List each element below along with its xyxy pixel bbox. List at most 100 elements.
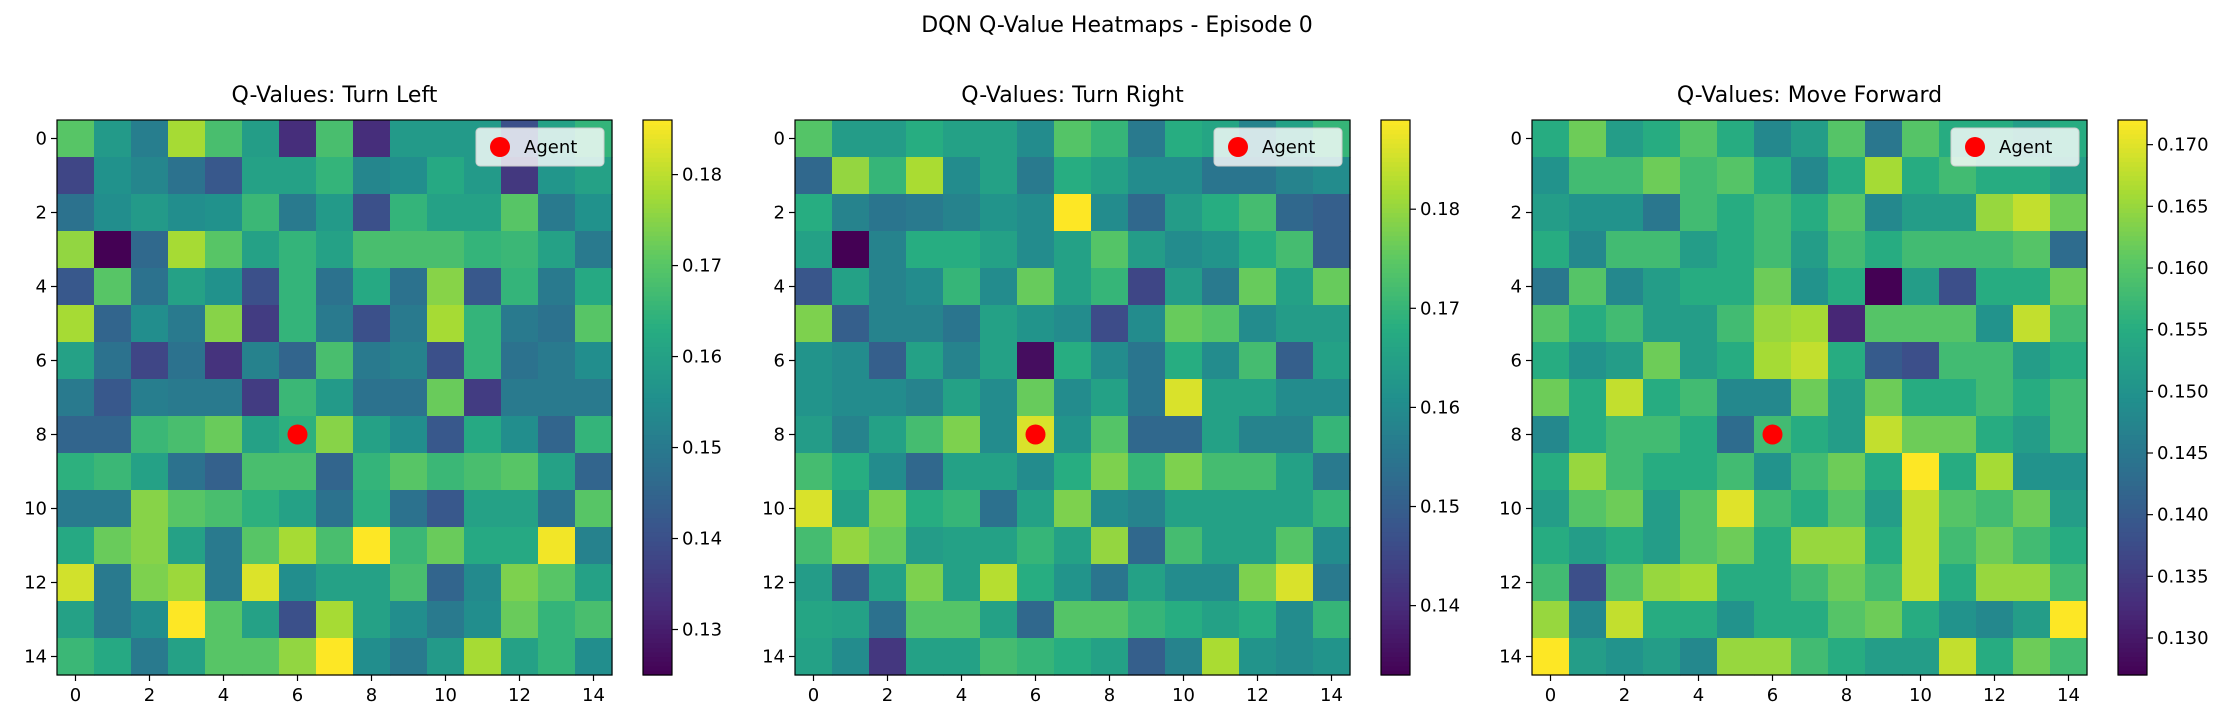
x-tick-label: 14 bbox=[1320, 685, 1343, 706]
heatmap-cell bbox=[1939, 601, 1977, 639]
colorbar-segment bbox=[643, 610, 672, 616]
heatmap-cell bbox=[906, 564, 944, 602]
y-tick-label: 10 bbox=[762, 499, 785, 520]
heatmap-cell bbox=[1532, 564, 1570, 602]
colorbar-segment bbox=[643, 147, 672, 153]
colorbar-segment bbox=[2118, 129, 2147, 135]
heatmap-cell bbox=[1680, 601, 1718, 639]
heatmap-cell bbox=[1239, 342, 1277, 380]
heatmap-cell bbox=[943, 379, 981, 417]
heatmap-cell bbox=[57, 231, 95, 269]
heatmap-cell bbox=[1902, 342, 1940, 380]
heatmap-cell bbox=[1791, 157, 1829, 195]
heatmap-cell bbox=[1717, 527, 1755, 565]
heatmap-cell bbox=[1902, 564, 1940, 602]
heatmap-cell bbox=[205, 601, 243, 639]
heatmap-cell bbox=[427, 268, 465, 306]
y-tick-label: 4 bbox=[774, 277, 785, 298]
colorbar-segment bbox=[643, 351, 672, 357]
heatmap-cell bbox=[1276, 564, 1314, 602]
colorbar-segment bbox=[2118, 480, 2147, 486]
colorbar-segment bbox=[1381, 369, 1410, 375]
heatmap-cell bbox=[1643, 157, 1681, 195]
colorbar-segment bbox=[2118, 462, 2147, 468]
colorbar-segment bbox=[643, 263, 672, 269]
colorbar-segment bbox=[2118, 466, 2147, 473]
colorbar-segment bbox=[1381, 323, 1410, 329]
heatmap-cell bbox=[1939, 379, 1977, 417]
heatmap-cell bbox=[538, 638, 576, 676]
heatmap-cell bbox=[1791, 564, 1829, 602]
heatmap-cell bbox=[57, 601, 95, 639]
heatmap-cell bbox=[1680, 120, 1718, 158]
heatmap-cell bbox=[57, 638, 95, 676]
heatmap-cell bbox=[316, 194, 354, 232]
colorbar-segment bbox=[2118, 647, 2147, 653]
heatmap-cell bbox=[279, 527, 317, 565]
heatmap-cell bbox=[57, 416, 95, 454]
heatmap-cell bbox=[943, 490, 981, 528]
heatmap-cell bbox=[1054, 342, 1092, 380]
heatmap-cell bbox=[1313, 638, 1351, 676]
heatmap-cell bbox=[795, 305, 833, 343]
colorbar-segment bbox=[1381, 254, 1410, 260]
colorbar-segment bbox=[1381, 628, 1410, 634]
heatmap-cell bbox=[279, 453, 317, 491]
colorbar-segment bbox=[1381, 651, 1410, 658]
heatmap-cell bbox=[869, 453, 907, 491]
y-tick-label: 2 bbox=[36, 203, 47, 224]
heatmap-cell bbox=[501, 601, 539, 639]
heatmap-cell bbox=[869, 638, 907, 676]
heatmap-cell bbox=[795, 194, 833, 232]
colorbar: 0.13 0.14 0.15 0.16 0.17 0.18 bbox=[642, 119, 722, 676]
heatmap-cell bbox=[1680, 231, 1718, 269]
heatmap-cell bbox=[538, 416, 576, 454]
figure-title: DQN Q-Value Heatmaps - Episode 0 bbox=[921, 13, 1313, 38]
heatmap-cell bbox=[1680, 416, 1718, 454]
heatmap-cell bbox=[1569, 490, 1607, 528]
colorbar-segment bbox=[2118, 568, 2147, 574]
heatmap-cell bbox=[2050, 453, 2088, 491]
heatmap-cell bbox=[168, 231, 206, 269]
colorbar-segment bbox=[1381, 517, 1410, 523]
colorbar-segment bbox=[643, 221, 672, 227]
heatmap-cell bbox=[168, 305, 206, 343]
colorbar-tick-label: 0.165 bbox=[2157, 196, 2209, 217]
legend-box bbox=[475, 127, 605, 167]
colorbar-segment bbox=[643, 591, 672, 597]
heatmap-cell bbox=[1313, 601, 1351, 639]
colorbar-segment bbox=[643, 337, 672, 343]
colorbar-segment bbox=[2118, 420, 2147, 426]
heatmap-cell bbox=[1791, 120, 1829, 158]
heatmap-cell bbox=[1202, 490, 1240, 528]
heatmap-cell bbox=[242, 194, 280, 232]
colorbar-segment bbox=[2118, 388, 2147, 394]
colorbar-segment bbox=[2118, 180, 2147, 186]
heatmap-cell bbox=[131, 342, 169, 380]
colorbar-segment bbox=[1381, 392, 1410, 399]
heatmap-cell bbox=[980, 601, 1018, 639]
colorbar-segment bbox=[643, 402, 672, 408]
heatmap-cell bbox=[1754, 527, 1792, 565]
heatmap-cell bbox=[1717, 268, 1755, 306]
heatmap-cell bbox=[2013, 416, 2051, 454]
heatmap-cell bbox=[1902, 231, 1940, 269]
colorbar-segment bbox=[643, 406, 672, 412]
heatmap-cell bbox=[832, 268, 870, 306]
y-tick-label: 8 bbox=[1511, 425, 1522, 446]
heatmap-cell bbox=[1717, 120, 1755, 158]
heatmap-cell bbox=[1976, 490, 2014, 528]
legend-label: Agent bbox=[524, 137, 577, 158]
colorbar-segment bbox=[2118, 314, 2147, 320]
heatmap-cell bbox=[279, 268, 317, 306]
heatmap-cell bbox=[464, 527, 502, 565]
colorbar-segment bbox=[643, 531, 672, 537]
heatmap-cell bbox=[1017, 231, 1055, 269]
heatmap-cell bbox=[575, 490, 613, 528]
colorbar-segment bbox=[1381, 383, 1410, 389]
colorbar-segment bbox=[1381, 295, 1410, 301]
heatmap-cell bbox=[1017, 194, 1055, 232]
colorbar-segment bbox=[2118, 203, 2147, 209]
heatmap-cell bbox=[1054, 564, 1092, 602]
heatmap-cell bbox=[464, 564, 502, 602]
